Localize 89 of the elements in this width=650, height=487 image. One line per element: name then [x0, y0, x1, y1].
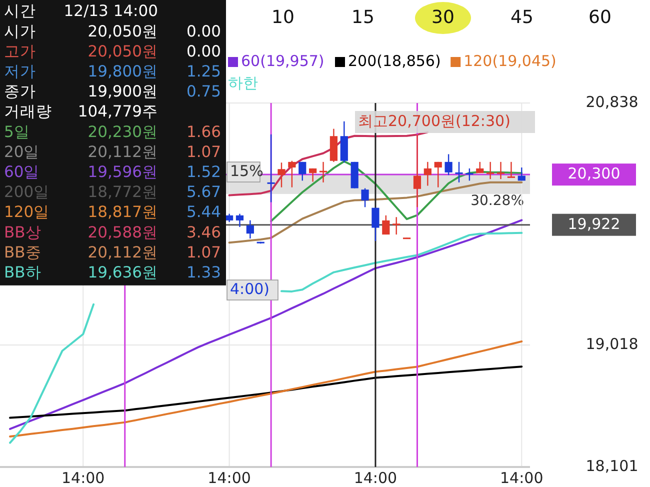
text: 45	[510, 6, 534, 28]
candlestick	[236, 213, 244, 228]
text: 20,588원	[88, 223, 158, 242]
candlestick	[246, 220, 254, 240]
category-label: 20일	[4, 142, 40, 161]
line-series	[270, 160, 523, 222]
candlestick	[496, 161, 505, 180]
candlestick	[486, 161, 494, 180]
legend-label: 200(18,856)	[348, 52, 441, 70]
candlestick	[455, 161, 463, 183]
candlestick	[267, 134, 275, 203]
text: 20,112원	[88, 243, 158, 262]
text: 60	[588, 6, 612, 28]
text: 19,636원	[88, 264, 158, 282]
candlestick	[361, 188, 369, 208]
line-series	[9, 366, 523, 419]
candlestick	[382, 214, 390, 236]
band-label: 30.28%	[470, 192, 524, 209]
category-label: 저가	[4, 62, 36, 81]
text: 30	[432, 6, 454, 28]
category-label: 고가	[4, 42, 36, 60]
x-tick-label: 14:00	[354, 469, 398, 487]
category-label: BB중	[4, 243, 42, 262]
text: 1.52	[186, 163, 221, 182]
candlestick	[507, 161, 516, 178]
text: 104,779주	[78, 102, 158, 121]
text: 1.07	[186, 243, 221, 262]
candlestick	[413, 134, 422, 208]
candlestick	[392, 216, 400, 236]
candlestick	[319, 161, 328, 183]
candlestick	[309, 168, 317, 182]
text: 19,900원	[88, 82, 158, 101]
line-series	[9, 340, 523, 438]
text: 20,230원	[88, 122, 158, 141]
x-tick-label: 14:00	[61, 469, 105, 487]
text: 0.00	[186, 22, 221, 40]
category-label: 5일	[4, 122, 30, 141]
candlestick	[298, 161, 306, 182]
ref-line-label: 19,922	[568, 214, 620, 233]
text: 0.00	[186, 42, 221, 60]
text: 5.67	[186, 183, 221, 202]
text: 1.33	[186, 264, 221, 282]
legend-label: 60(19,957)	[241, 52, 324, 70]
candlestick	[372, 207, 380, 242]
annotation: 15%	[230, 162, 264, 180]
ref-line-label: 20,300	[568, 164, 620, 183]
category-label: 시가	[4, 22, 36, 40]
y-tick-label: 19,018	[586, 335, 638, 354]
line-series	[228, 181, 523, 244]
text: 18,772원	[88, 183, 158, 202]
category-label: 200일	[4, 183, 50, 202]
candlestick	[434, 161, 442, 188]
candlestick	[518, 166, 526, 182]
x-tick-label: 14:00	[208, 469, 251, 487]
candlestick	[288, 160, 296, 188]
text: 5.44	[186, 203, 221, 222]
y-tick-label: 20,838	[586, 93, 638, 112]
category-label: BB하	[4, 264, 42, 282]
annotation: 최고20,700원(12:30)	[358, 112, 510, 130]
category-label: BB상	[4, 223, 42, 242]
category-label: 거래량	[4, 102, 52, 121]
category-label: 시간	[4, 2, 36, 20]
y-tick-label: 18,101	[586, 457, 638, 476]
text: 3.46	[186, 223, 221, 242]
text: 하한	[228, 74, 258, 92]
text: 19,596원	[88, 163, 158, 182]
candlestick	[444, 154, 452, 176]
text: 18,817원	[88, 203, 158, 222]
category-label: 60일	[4, 163, 40, 182]
line-series	[228, 131, 429, 196]
text: 12/13 14:00	[64, 2, 158, 20]
text: 19,800원	[88, 62, 158, 81]
candlestick	[466, 168, 474, 182]
category-label: 120일	[4, 203, 50, 222]
text: 1.25	[186, 62, 221, 81]
text: 0.75	[186, 82, 221, 101]
text: 1.66	[186, 122, 221, 141]
category-label: 종가	[4, 82, 36, 101]
text: 10	[272, 6, 294, 28]
candlestick	[424, 161, 432, 186]
text: 20,050원	[88, 22, 158, 40]
text: 20,050원	[88, 42, 158, 60]
candlestick	[278, 162, 286, 188]
text: 20,112원	[88, 142, 158, 161]
annotation: 4:00)	[230, 280, 270, 298]
legend-label: 120(19,045)	[464, 52, 556, 70]
text: 1.07	[186, 142, 221, 161]
text: 15	[352, 6, 374, 28]
x-tick-label: 14:00	[500, 469, 544, 487]
